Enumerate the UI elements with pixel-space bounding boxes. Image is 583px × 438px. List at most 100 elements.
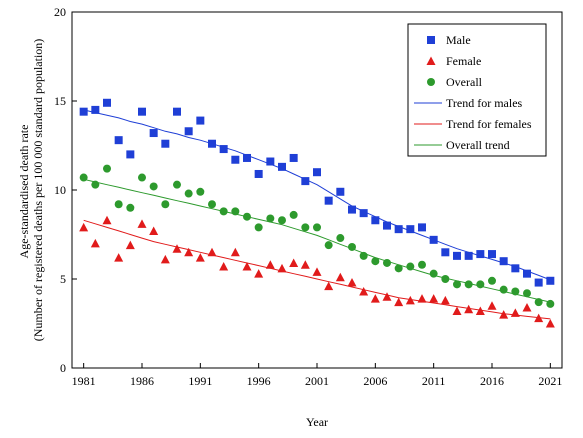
overall-point — [371, 257, 380, 266]
female-point — [464, 304, 474, 314]
male-point — [254, 169, 263, 178]
overall-point — [254, 223, 263, 232]
overall-point — [266, 214, 275, 223]
male-point — [406, 225, 415, 234]
overall-point — [359, 251, 368, 260]
male-point — [441, 248, 450, 257]
y-tick-label: 15 — [54, 94, 66, 108]
overall-point — [173, 180, 181, 189]
x-tick-label: 2016 — [480, 374, 504, 388]
overall-point — [184, 189, 193, 198]
overall-point — [219, 207, 228, 216]
female-point — [160, 254, 170, 264]
female-point — [324, 281, 334, 291]
overall-point — [79, 173, 88, 182]
male-point — [534, 278, 543, 287]
legend-male-marker — [427, 36, 435, 44]
x-axis: 1981 1986 1991 1996 2001 2006 2011 2016 2021 — [72, 363, 562, 388]
trend-for-females-line — [83, 219, 551, 320]
male-point — [231, 155, 240, 164]
male-point — [149, 129, 158, 138]
y-axis-label: Age-standardised death rate (Number of r… — [17, 39, 45, 342]
female-point — [172, 244, 182, 253]
female-point — [195, 253, 205, 262]
male-point — [523, 269, 531, 278]
female-point — [359, 286, 369, 296]
overall-point — [103, 164, 111, 173]
male-point — [196, 116, 205, 125]
overall-point — [499, 285, 508, 294]
overall-point — [429, 269, 438, 278]
overall-point — [243, 212, 251, 221]
female-point — [370, 294, 380, 303]
overall-point — [289, 210, 298, 219]
overall-point — [278, 216, 286, 225]
male-point — [488, 250, 496, 259]
data-markers — [79, 98, 555, 328]
x-tick-label: 1981 — [72, 374, 96, 388]
male-point — [499, 257, 508, 266]
male-point — [511, 264, 520, 273]
overall-point — [126, 203, 135, 212]
female-point — [405, 295, 415, 305]
male-point — [348, 205, 356, 214]
overall-point — [441, 275, 450, 283]
legend: Male Female Overall Trend for males Trend fo… — [407, 23, 547, 157]
female-point — [534, 313, 544, 323]
overall-point — [418, 260, 426, 269]
female-point — [312, 267, 322, 276]
female-point — [207, 247, 217, 257]
legend-overall-label: Overall — [446, 75, 483, 89]
x-tick-label: 1996 — [247, 374, 271, 388]
x-tick-label: 1986 — [130, 374, 154, 388]
male-point — [383, 221, 391, 230]
female-point — [487, 301, 497, 310]
legend-female-label: Female — [446, 54, 481, 68]
female-point — [102, 215, 112, 225]
male-point — [464, 251, 473, 260]
overall-point — [138, 173, 146, 182]
overall-point — [546, 299, 555, 308]
overall-point — [91, 180, 100, 189]
male-point — [313, 168, 321, 177]
female-point — [79, 222, 89, 232]
overall-point — [383, 258, 391, 267]
female-point — [510, 308, 520, 317]
legend-box — [407, 23, 547, 157]
legend-overall-trend-label: Overall trend — [446, 138, 510, 152]
female-point — [440, 295, 450, 305]
x-tick-label: 1991 — [188, 374, 212, 388]
legend-female-marker — [426, 56, 436, 65]
female-point — [452, 306, 462, 316]
male-point — [546, 276, 555, 285]
overall-point — [336, 234, 345, 243]
y-axis: 0 5 10 15 20 — [54, 5, 77, 375]
female-point — [114, 253, 124, 262]
overall-point — [208, 200, 216, 209]
overall-point — [324, 241, 333, 250]
female-point — [394, 297, 404, 307]
y-tick-label: 5 — [60, 272, 66, 286]
female-point — [522, 302, 532, 312]
overall-point — [534, 298, 543, 307]
y-tick-label: 10 — [54, 183, 66, 197]
female-point — [242, 262, 252, 271]
male-point — [173, 107, 181, 116]
x-tick-label: 2021 — [538, 374, 562, 388]
female-point — [90, 238, 100, 248]
female-point — [499, 310, 509, 319]
female-point — [254, 269, 264, 278]
female-point — [347, 278, 357, 287]
male-point — [184, 127, 193, 136]
male-point — [161, 139, 170, 148]
male-point — [359, 209, 368, 218]
overall-point — [523, 289, 531, 298]
male-point — [301, 177, 310, 186]
legend-trend-for-males-label: Trend for males — [446, 96, 523, 110]
y-axis-label-line-2: (Number of registered deaths per 100 000… — [31, 39, 45, 342]
female-point — [475, 306, 485, 316]
male-point — [126, 150, 135, 159]
male-point — [103, 98, 111, 107]
overall-point — [231, 207, 240, 216]
y-axis-label-line-1: Age-standardised death rate — [17, 125, 31, 259]
